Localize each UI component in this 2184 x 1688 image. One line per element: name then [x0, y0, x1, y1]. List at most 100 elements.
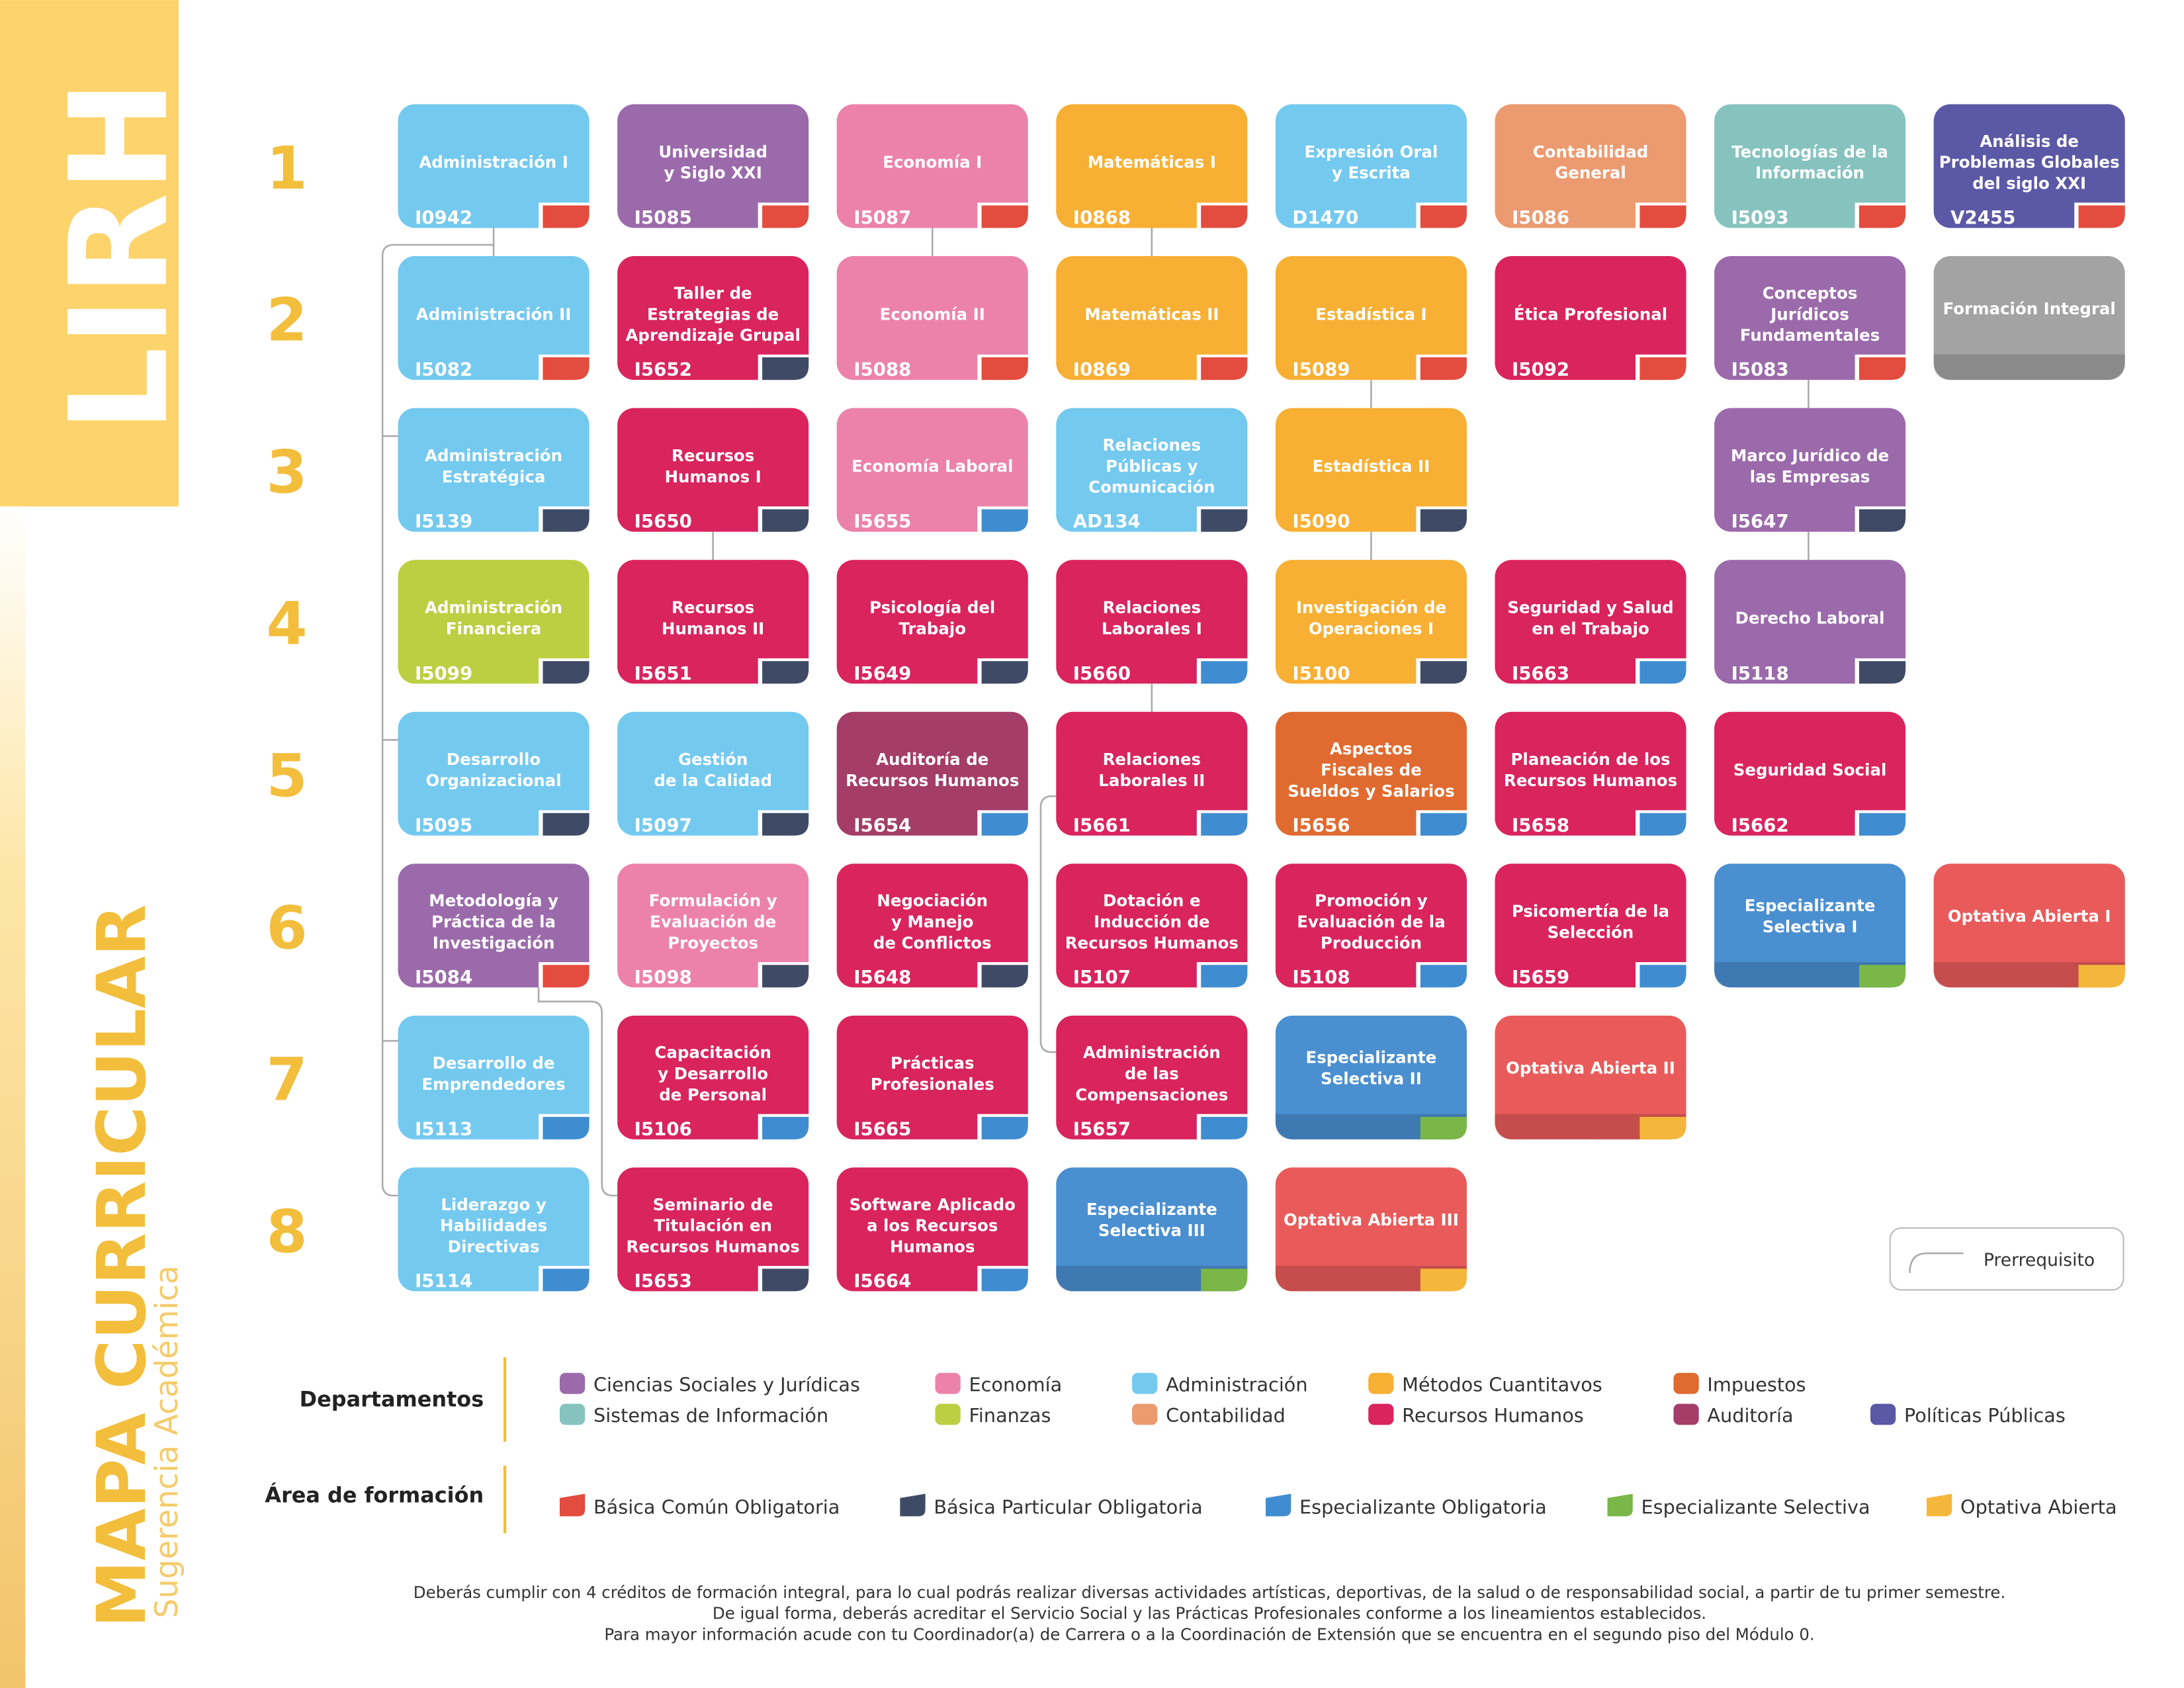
- area-corner: [1420, 661, 1467, 684]
- card-bg: [398, 711, 590, 836]
- card-bg: [1933, 256, 2125, 380]
- course-card: Investigación de Operaciones I I5100: [1275, 560, 1467, 684]
- course-card: Estadística I I5089: [1275, 256, 1467, 380]
- course-card: Economía Laboral I5655: [836, 408, 1028, 532]
- course-code: I5088: [853, 359, 911, 380]
- department-swatch: [1368, 1403, 1394, 1425]
- course-card: Conceptos Jurídicos Fundamentales I5083: [1714, 256, 1906, 380]
- course-name: Análisis de Problemas Globales del siglo X…: [1939, 132, 2120, 193]
- department-label: Ciencias Sociales y Jurídicas: [593, 1373, 860, 1396]
- course-code: I5084: [415, 966, 472, 988]
- card-bg: [1056, 408, 1248, 532]
- course-card: Aspectos Fiscales de Sueldos y Salarios I56…: [1275, 711, 1467, 836]
- card-bg: [1056, 864, 1248, 988]
- course-name: Marco Jurídico de las Empresas: [1731, 446, 1889, 486]
- course-name: Promoción y Evaluación de la Producción: [1297, 891, 1445, 953]
- course-name: Psicomertía de la Selección: [1512, 902, 1669, 942]
- course-code: I5100: [1292, 662, 1350, 684]
- course-name: Negociación y Manejo de Conflictos: [873, 891, 992, 953]
- course-code: I5648: [853, 966, 911, 988]
- area-label: Especializante Selectiva: [1641, 1495, 1870, 1518]
- card-bg: [1714, 864, 1906, 988]
- area-corner: [981, 509, 1028, 532]
- card-strip: [1933, 962, 2125, 988]
- course-code: I5660: [1073, 662, 1131, 684]
- semester-number: 6: [267, 894, 308, 963]
- area-corner: [543, 1116, 590, 1139]
- course-code: I5106: [634, 1118, 692, 1139]
- area-label: Básica Particular Obligatoria: [934, 1495, 1202, 1518]
- course-card: Optativa Abierta I: [1933, 864, 2125, 988]
- course-name: Taller de Estrategias de Aprendizaje Grupa…: [625, 283, 800, 345]
- course-code: I5653: [634, 1270, 692, 1292]
- course-card: Desarrollo Organizacional I5095: [398, 711, 590, 836]
- course-card: Economía II I5088: [836, 256, 1028, 380]
- card-bg: [1275, 1015, 1467, 1139]
- area-corner: [981, 1268, 1028, 1292]
- department-label: Administración: [1166, 1373, 1307, 1396]
- card-bg: [1714, 104, 1906, 228]
- area-corner: [1639, 1116, 1686, 1139]
- card-bg: [398, 1167, 590, 1292]
- program-title: LIRH: [42, 79, 198, 433]
- course-name: Administración II: [416, 304, 572, 324]
- title-band: [0, 0, 179, 507]
- area-corner: [543, 965, 590, 988]
- card-bg: [617, 1167, 809, 1292]
- semester-number: 7: [267, 1045, 308, 1114]
- course-name: Optativa Abierta III: [1284, 1210, 1459, 1229]
- course-card: Matemáticas II I0869: [1056, 256, 1248, 380]
- course-name: Formación Integral: [1943, 299, 2116, 318]
- area-corner: [1858, 965, 1906, 988]
- course-name: Dotación e Inducción de Recursos Humanos: [1065, 891, 1239, 953]
- course-code: I5095: [415, 814, 472, 836]
- course-card: Ética Profesional I5092: [1495, 256, 1686, 380]
- area-corner: [543, 1268, 590, 1292]
- course-card: Matemáticas I I0868: [1056, 104, 1248, 228]
- course-code: I5099: [415, 662, 472, 684]
- course-name: Planeación de los Recursos Humanos: [1504, 750, 1677, 790]
- course-name: Contabilidad General: [1533, 142, 1648, 183]
- area-corner: [1201, 813, 1248, 836]
- course-card: Recursos Humanos I I5650: [617, 408, 809, 532]
- course-card: Prácticas Profesionales I5665: [836, 1015, 1028, 1139]
- course-code: AD134: [1073, 510, 1141, 532]
- course-name: Seguridad y Salud en el Trabajo: [1507, 598, 1673, 638]
- course-code: I5652: [634, 359, 692, 380]
- area-corner: [543, 509, 590, 532]
- course-code: I5114: [415, 1270, 472, 1292]
- course-name: Gestión de la Calidad: [654, 750, 772, 790]
- course-code: I5086: [1512, 206, 1569, 228]
- course-code: I5090: [1292, 510, 1350, 532]
- card-bg: [617, 560, 809, 684]
- area-corner: [981, 1116, 1028, 1139]
- card-bg: [1275, 864, 1467, 988]
- card-bg: [836, 1015, 1028, 1139]
- card-bg: [1056, 256, 1248, 380]
- card-bg: [1714, 711, 1906, 836]
- area-corner: [762, 357, 809, 380]
- course-code: I5085: [634, 206, 692, 228]
- card-bg: [1495, 711, 1686, 836]
- area-corner: [1201, 661, 1248, 684]
- course-card: Capacitación y Desarrollo de Personal I5106: [617, 1015, 809, 1139]
- department-label: Sistemas de Información: [593, 1404, 828, 1427]
- course-card: Psicomertía de la Selección I5659: [1495, 864, 1686, 988]
- course-name: Especializante Selectiva I: [1745, 896, 1876, 936]
- course-code: I5665: [853, 1118, 911, 1139]
- course-name: Aspectos Fiscales de Sueldos y Salarios: [1288, 739, 1454, 801]
- course-name: Liderazgo y Habilidades Directivas: [440, 1195, 547, 1257]
- area-swatch: [1266, 1493, 1291, 1517]
- course-code: I5664: [853, 1270, 911, 1292]
- course-name: Metodología y Práctica de la Investigación: [429, 891, 558, 953]
- footnote: Para mayor información acude con tu Coor…: [604, 1625, 1814, 1644]
- card-bg: [398, 104, 590, 228]
- card-bg: [1495, 1015, 1686, 1139]
- course-name: Matemáticas II: [1084, 304, 1219, 324]
- area-corner: [1858, 509, 1906, 532]
- course-code: I5107: [1073, 966, 1131, 988]
- area-corner: [1639, 661, 1686, 684]
- area-corner: [1420, 1116, 1467, 1139]
- course-card: Auditoría de Recursos Humanos I5654: [836, 711, 1028, 836]
- course-code: I5657: [1073, 1118, 1131, 1139]
